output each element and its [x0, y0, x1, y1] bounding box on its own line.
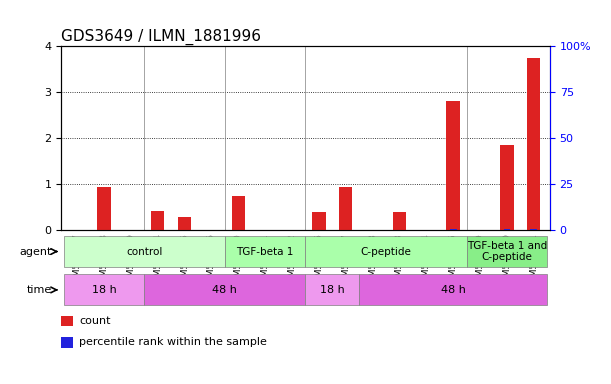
FancyBboxPatch shape [467, 236, 547, 267]
Text: 48 h: 48 h [213, 285, 237, 295]
FancyBboxPatch shape [306, 274, 359, 306]
Text: 48 h: 48 h [441, 285, 466, 295]
Text: percentile rank within the sample: percentile rank within the sample [79, 337, 267, 347]
Bar [447, 101, 460, 230]
Bar [500, 145, 514, 230]
Bar [151, 211, 164, 230]
FancyBboxPatch shape [64, 274, 144, 306]
Bar [61, 337, 73, 348]
Bar [97, 187, 111, 230]
FancyBboxPatch shape [144, 274, 306, 306]
Text: agent: agent [20, 247, 52, 257]
Bar [61, 316, 73, 326]
Text: GDS3649 / ILMN_1881996: GDS3649 / ILMN_1881996 [61, 28, 261, 45]
Text: 18 h: 18 h [92, 285, 117, 295]
Bar [503, 228, 510, 230]
Text: 18 h: 18 h [320, 285, 345, 295]
Text: time: time [27, 285, 52, 295]
Bar [312, 212, 326, 230]
Text: control: control [126, 247, 163, 257]
Bar [530, 228, 537, 230]
Text: C-peptide: C-peptide [360, 247, 412, 257]
Bar [527, 58, 541, 230]
FancyBboxPatch shape [64, 236, 225, 267]
Bar [232, 196, 245, 230]
Bar [393, 212, 406, 230]
Text: TGF-beta 1 and
C-peptide: TGF-beta 1 and C-peptide [467, 241, 547, 262]
Text: TGF-beta 1: TGF-beta 1 [236, 247, 294, 257]
Bar [339, 187, 353, 230]
Text: count: count [79, 316, 111, 326]
Bar [450, 229, 456, 230]
Bar [178, 217, 191, 230]
FancyBboxPatch shape [306, 236, 467, 267]
FancyBboxPatch shape [225, 236, 306, 267]
FancyBboxPatch shape [359, 274, 547, 306]
